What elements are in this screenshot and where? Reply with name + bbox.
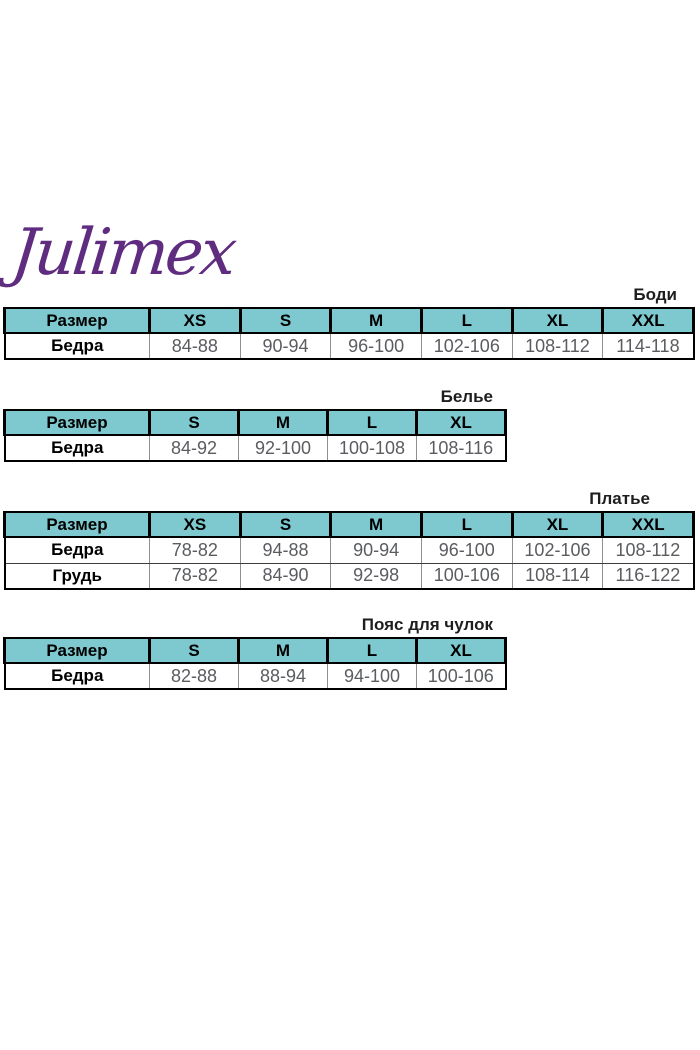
- size-chart-section-garter-belt: Пояс для чулок Размер S M L XL Бедра 82-88 88-9…: [3, 615, 507, 690]
- column-header-m: M: [237, 409, 329, 436]
- table-title-dress: Платье: [589, 489, 650, 508]
- row-label: Бедра: [4, 536, 150, 564]
- row-label: Бедра: [4, 434, 150, 462]
- size-range-value: 84-92: [149, 434, 239, 462]
- size-range-value: 90-94: [330, 536, 422, 564]
- size-range-value: 92-98: [330, 562, 422, 590]
- column-header-m: M: [237, 637, 329, 664]
- table-row: Грудь 78-82 84-90 92-98 100-106 108-114 116-12…: [4, 562, 694, 590]
- size-range-value: 88-94: [238, 662, 328, 690]
- column-header-size: Размер: [3, 637, 151, 664]
- size-table-underwear: Размер S M L XL Бедра 84-92 92-100 100-108 108-11…: [3, 409, 507, 462]
- size-range-value: 116-122: [602, 562, 694, 590]
- size-range-value: 108-112: [602, 536, 694, 564]
- size-range-value: 96-100: [420, 536, 513, 564]
- column-header-xxl: XXL: [601, 307, 695, 334]
- column-header-s: S: [148, 409, 240, 436]
- column-header-m: M: [329, 511, 423, 538]
- size-range-value: 108-112: [511, 332, 604, 360]
- row-label: Бедра: [4, 662, 150, 690]
- column-header-s: S: [238, 307, 333, 334]
- column-header-l: L: [326, 409, 418, 436]
- size-chart-section-underwear: Белье Размер S M L XL Бедра 84-92 92-100 100-108…: [3, 387, 507, 462]
- column-header-size: Размер: [3, 511, 151, 538]
- size-range-value: 102-106: [511, 536, 604, 564]
- column-header-m: M: [329, 307, 423, 334]
- row-label: Грудь: [4, 562, 150, 590]
- size-range-value: 114-118: [602, 332, 694, 360]
- column-header-size: Размер: [3, 409, 151, 436]
- table-row: Бедра 78-82 94-88 90-94 96-100 102-106 108-112: [4, 536, 694, 564]
- column-header-xs: XS: [148, 307, 242, 334]
- size-range-value: 94-88: [239, 536, 332, 564]
- size-range-value: 100-106: [416, 662, 506, 690]
- column-header-xs: XS: [148, 511, 242, 538]
- size-chart-section-bodysuit: Боди Размер XS S M L XL XXL Бедра 84-88 90-94 96-1…: [3, 285, 695, 360]
- table-row: Бедра 84-88 90-94 96-100 102-106 108-112 114-1…: [4, 332, 694, 360]
- column-header-s: S: [238, 511, 333, 538]
- size-table-bodysuit: Размер XS S M L XL XXL Бедра 84-88 90-94 96-100 102…: [3, 307, 695, 360]
- size-range-value: 108-114: [511, 562, 604, 590]
- size-range-value: 100-106: [420, 562, 513, 590]
- table-title-underwear: Белье: [440, 387, 493, 406]
- size-range-value: 102-106: [420, 332, 513, 360]
- size-table-garter-belt: Размер S M L XL Бедра 82-88 88-94 94-100 100-106: [3, 637, 507, 690]
- column-header-xl: XL: [415, 637, 507, 664]
- column-header-xl: XL: [415, 409, 507, 436]
- size-range-value: 100-108: [327, 434, 417, 462]
- table-title-garter-belt: Пояс для чулок: [361, 615, 493, 634]
- column-header-l: L: [419, 307, 514, 334]
- size-range-value: 82-88: [149, 662, 239, 690]
- column-header-size: Размер: [3, 307, 151, 334]
- size-range-value: 78-82: [149, 536, 241, 564]
- column-header-xxl: XXL: [601, 511, 695, 538]
- size-range-value: 84-90: [239, 562, 332, 590]
- size-range-value: 108-116: [416, 434, 506, 462]
- size-chart-section-dress: Платье Размер XS S M L XL XXL Бедра 78-82 94-88 90…: [3, 489, 695, 590]
- size-range-value: 90-94: [239, 332, 332, 360]
- table-title-bodysuit: Боди: [633, 285, 677, 304]
- column-header-xl: XL: [510, 511, 605, 538]
- column-header-l: L: [326, 637, 418, 664]
- size-range-value: 84-88: [149, 332, 241, 360]
- size-range-value: 92-100: [238, 434, 328, 462]
- size-range-value: 94-100: [327, 662, 417, 690]
- column-header-s: S: [148, 637, 240, 664]
- brand-logo: Julimex: [8, 216, 238, 290]
- table-row: Бедра 84-92 92-100 100-108 108-116: [4, 434, 506, 462]
- size-range-value: 78-82: [149, 562, 241, 590]
- column-header-l: L: [419, 511, 514, 538]
- table-row: Бедра 82-88 88-94 94-100 100-106: [4, 662, 506, 690]
- size-range-value: 96-100: [330, 332, 422, 360]
- row-label: Бедра: [4, 332, 150, 360]
- column-header-xl: XL: [510, 307, 605, 334]
- size-table-dress: Размер XS S M L XL XXL Бедра 78-82 94-88 90-94 96-1…: [3, 511, 695, 590]
